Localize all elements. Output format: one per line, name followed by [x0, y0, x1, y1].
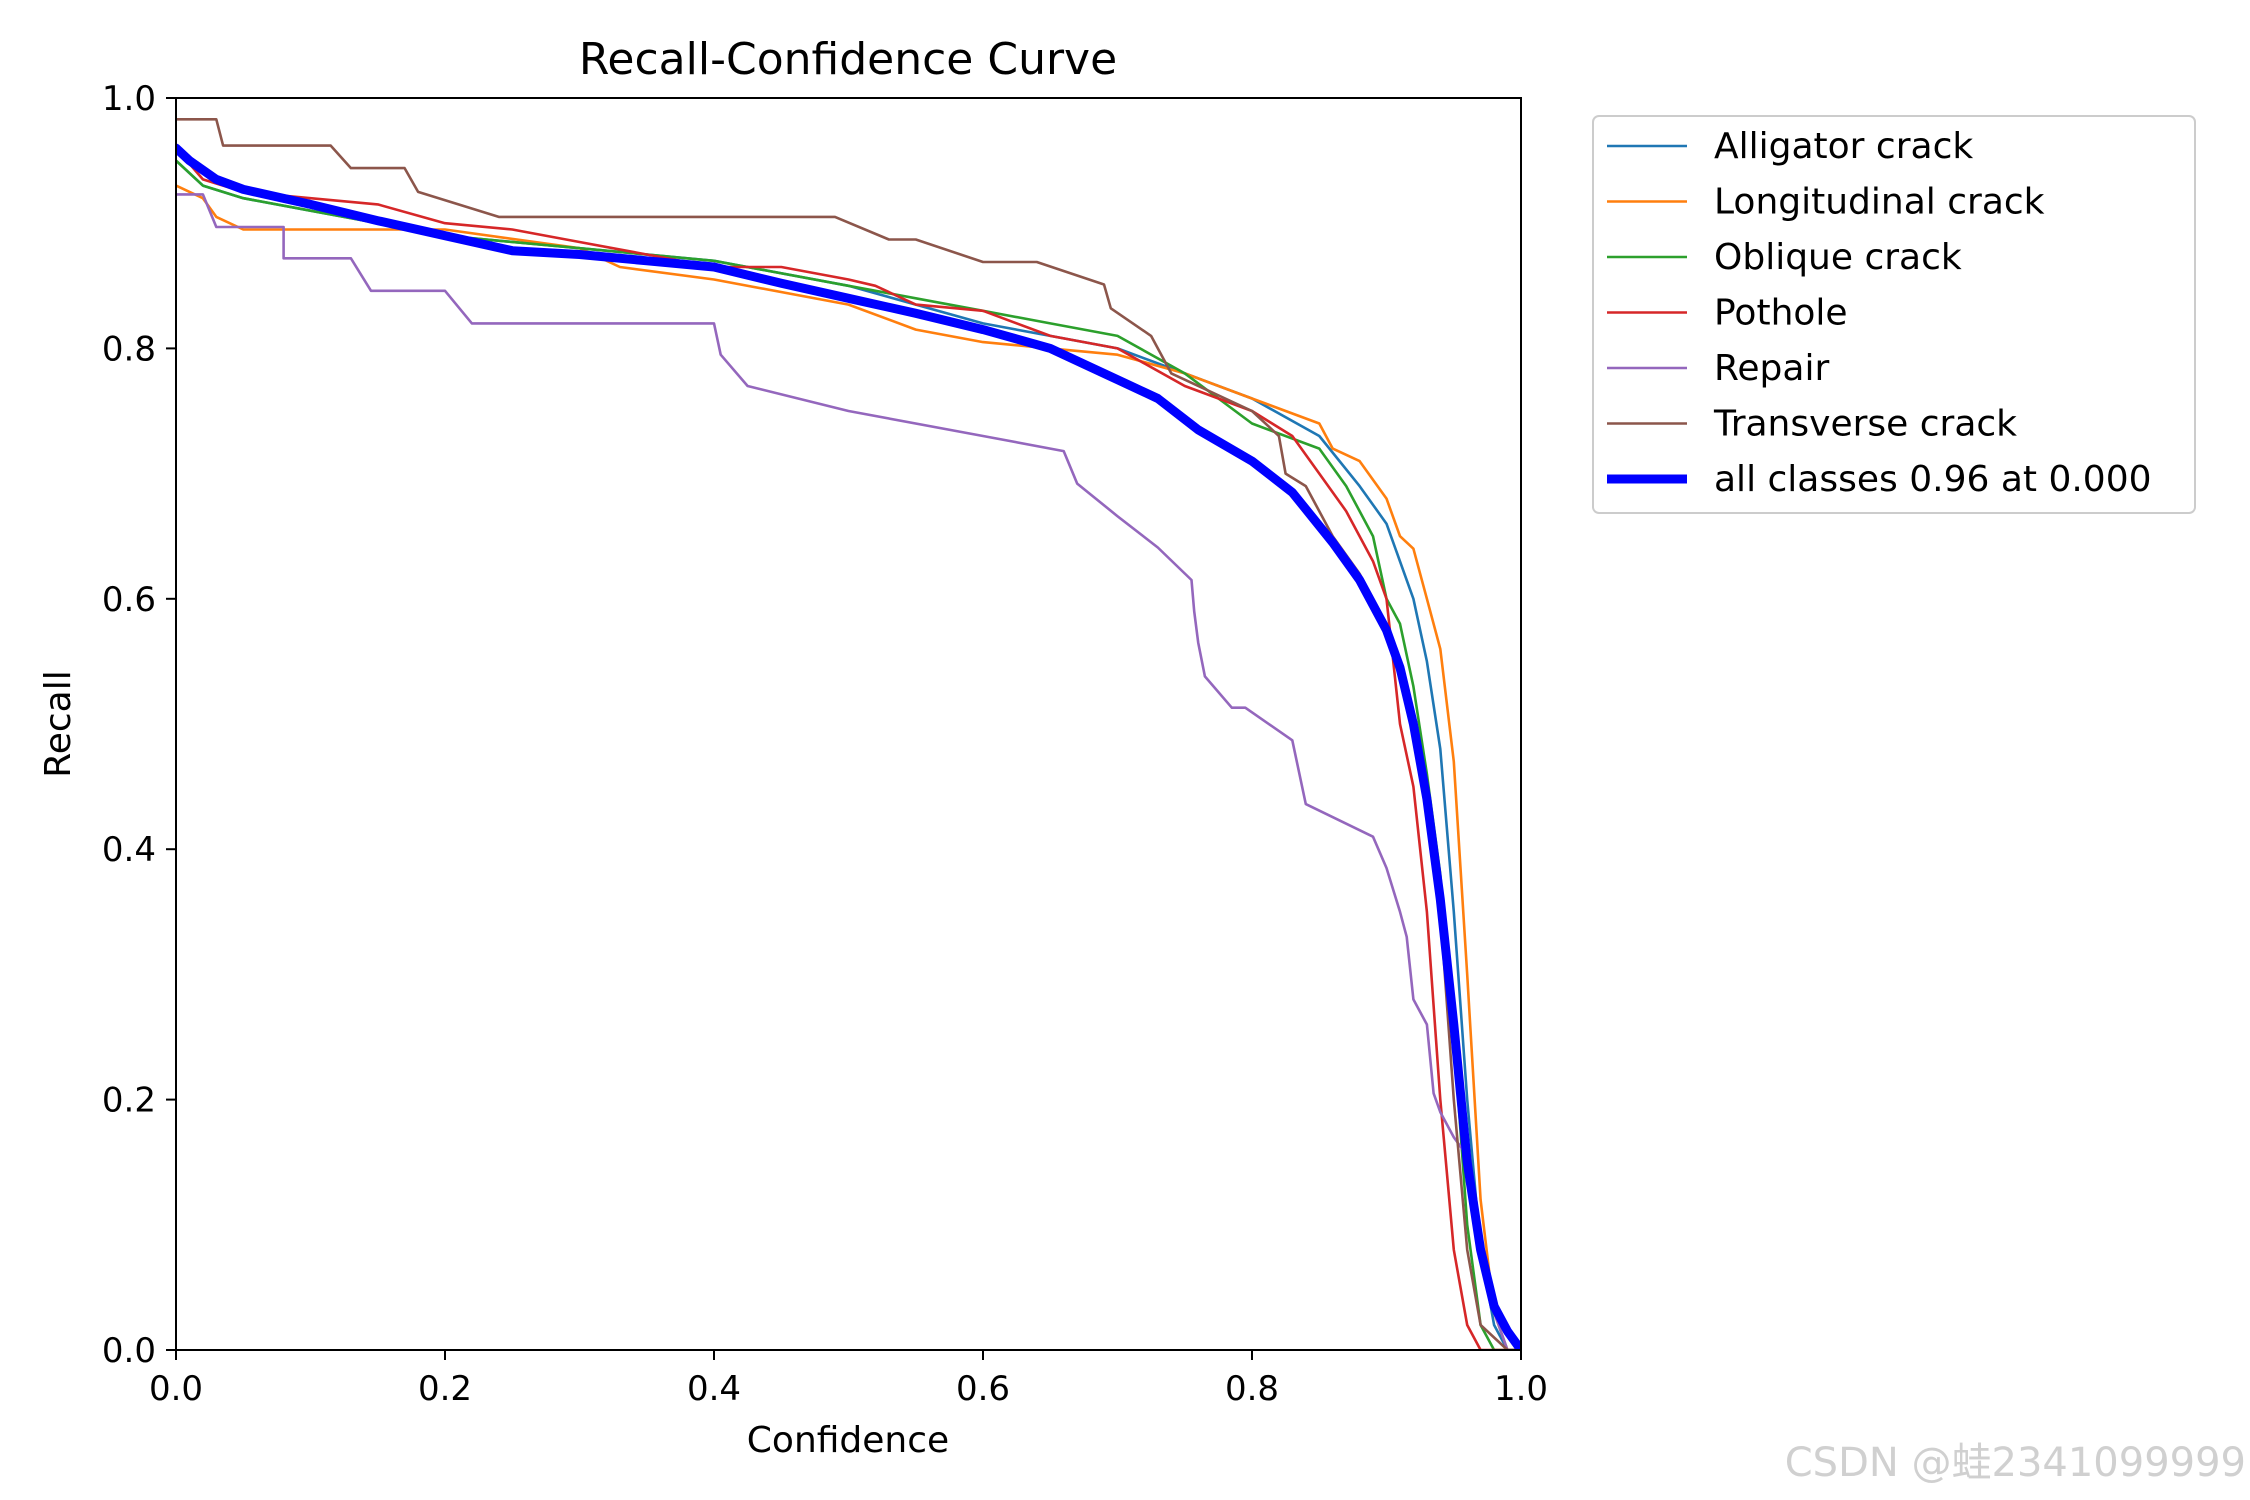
y-tick-label: 0.6 [102, 580, 156, 620]
legend-label-pothole: Pothole [1714, 293, 1848, 334]
legend-label-transverse-crack: Transverse crack [1713, 404, 2017, 445]
x-tick-label: 0.2 [418, 1369, 472, 1409]
series-layer [176, 118, 1521, 1350]
y-tick-label: 0.8 [102, 329, 156, 369]
y-tick-label: 0.2 [102, 1081, 156, 1121]
legend-label-longitudinal-crack: Longitudinal crack [1714, 182, 2045, 223]
y-axis-label: Recall [38, 670, 79, 777]
x-tick-label: 1.0 [1494, 1369, 1548, 1409]
x-tick-label: 0.6 [956, 1369, 1010, 1409]
x-axis: 0.0 0.2 0.4 0.6 0.8 1.0 [149, 1350, 1548, 1409]
y-tick-label: 1.0 [102, 79, 156, 119]
y-tick-label: 0.4 [102, 830, 156, 870]
legend-label-repair: Repair [1714, 348, 1829, 389]
legend-label-alligator-crack: Alligator crack [1714, 126, 1973, 167]
y-axis: 0.0 0.2 0.4 0.6 0.8 1.0 [102, 79, 176, 1371]
legend-box [1592, 115, 2196, 514]
x-axis-label: Confidence [747, 1420, 949, 1461]
series-line-oblique-crack [176, 159, 1521, 1350]
legend-label-oblique-crack: Oblique crack [1714, 237, 1962, 278]
series-line-all-classes-0-96-at-0-000 [176, 143, 1521, 1350]
series-line-alligator-crack [176, 159, 1521, 1350]
x-tick-label: 0.0 [149, 1369, 203, 1409]
series-line-pothole [176, 146, 1521, 1350]
plot-area-frame [175, 97, 1522, 1351]
x-tick-label: 0.8 [1225, 1369, 1279, 1409]
series-line-repair [176, 193, 1521, 1350]
series-line-longitudinal-crack [176, 184, 1521, 1350]
legend-label-all-classes-0-96-at-0-000: all classes 0.96 at 0.000 [1714, 459, 2152, 500]
y-tick-label: 0.0 [102, 1331, 156, 1371]
x-tick-label: 0.4 [687, 1369, 741, 1409]
legend: Alligator crack Longitudinal crack Oblique… [1592, 115, 2196, 514]
watermark: CSDN @蛙2341099999 [1785, 1440, 2246, 1486]
chart-title: Recall-Confidence Curve [579, 34, 1117, 85]
